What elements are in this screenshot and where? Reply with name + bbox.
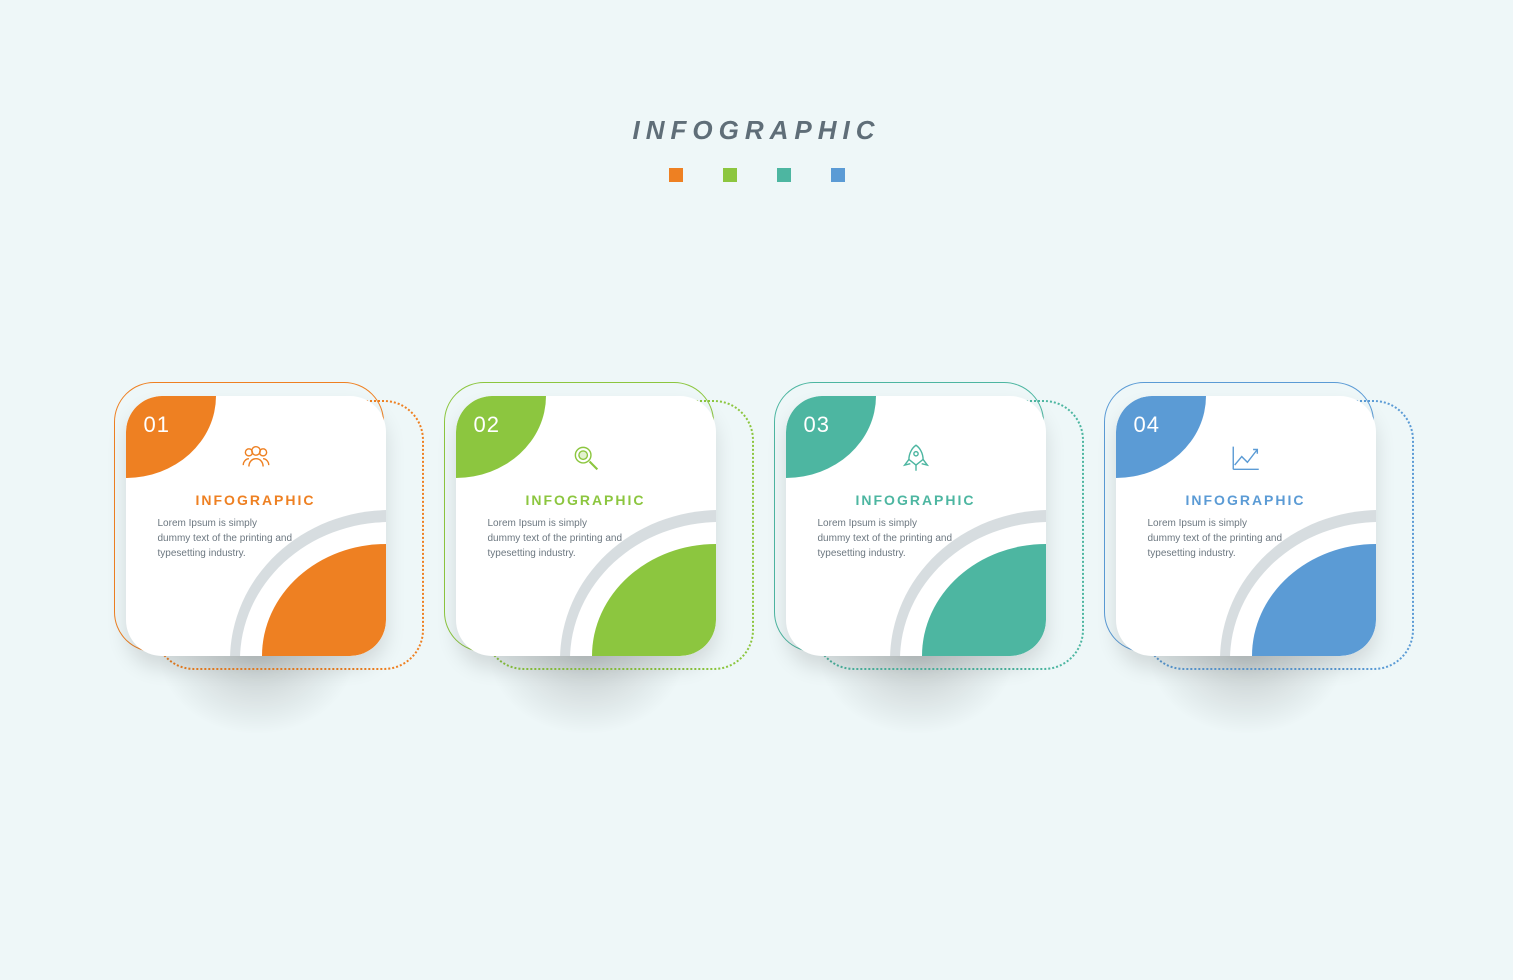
card-desc: Lorem Ipsum is simply dummy text of the … (488, 516, 623, 561)
people-icon (126, 441, 386, 475)
steps-row: 01 INFOGRAPHIC Lorem Ipsum is simply dum… (0, 400, 1513, 680)
card: 02 INFOGRAPHIC Lorem Ipsum is simply dum… (456, 396, 716, 656)
step-1: 01 INFOGRAPHIC Lorem Ipsum is simply dum… (122, 400, 402, 680)
card-desc: Lorem Ipsum is simply dummy text of the … (818, 516, 953, 561)
page-title: INFOGRAPHIC (0, 115, 1513, 146)
step-2: 02 INFOGRAPHIC Lorem Ipsum is simply dum… (452, 400, 732, 680)
card-title: INFOGRAPHIC (786, 492, 1046, 508)
card-desc: Lorem Ipsum is simply dummy text of the … (158, 516, 293, 561)
chart-icon (1116, 441, 1376, 475)
swatch-3 (777, 168, 791, 182)
card-desc: Lorem Ipsum is simply dummy text of the … (1148, 516, 1283, 561)
rocket-icon (786, 441, 1046, 475)
card: 01 INFOGRAPHIC Lorem Ipsum is simply dum… (126, 396, 386, 656)
swatch-4 (831, 168, 845, 182)
card-title: INFOGRAPHIC (456, 492, 716, 508)
card-title: INFOGRAPHIC (1116, 492, 1376, 508)
magnifier-icon (456, 441, 716, 475)
step-number: 03 (804, 412, 830, 438)
step-number: 04 (1134, 412, 1160, 438)
swatch-2 (723, 168, 737, 182)
color-swatches (0, 168, 1513, 182)
header: INFOGRAPHIC (0, 115, 1513, 182)
step-number: 01 (144, 412, 170, 438)
card: 03 INFOGRAPHIC Lorem Ipsum is simply dum… (786, 396, 1046, 656)
step-4: 04 INFOGRAPHIC Lorem Ipsum is simply dum… (1112, 400, 1392, 680)
step-3: 03 INFOGRAPHIC Lorem Ipsum is simply dum… (782, 400, 1062, 680)
card-title: INFOGRAPHIC (126, 492, 386, 508)
swatch-1 (669, 168, 683, 182)
card: 04 INFOGRAPHIC Lorem Ipsum is simply dum… (1116, 396, 1376, 656)
step-number: 02 (474, 412, 500, 438)
